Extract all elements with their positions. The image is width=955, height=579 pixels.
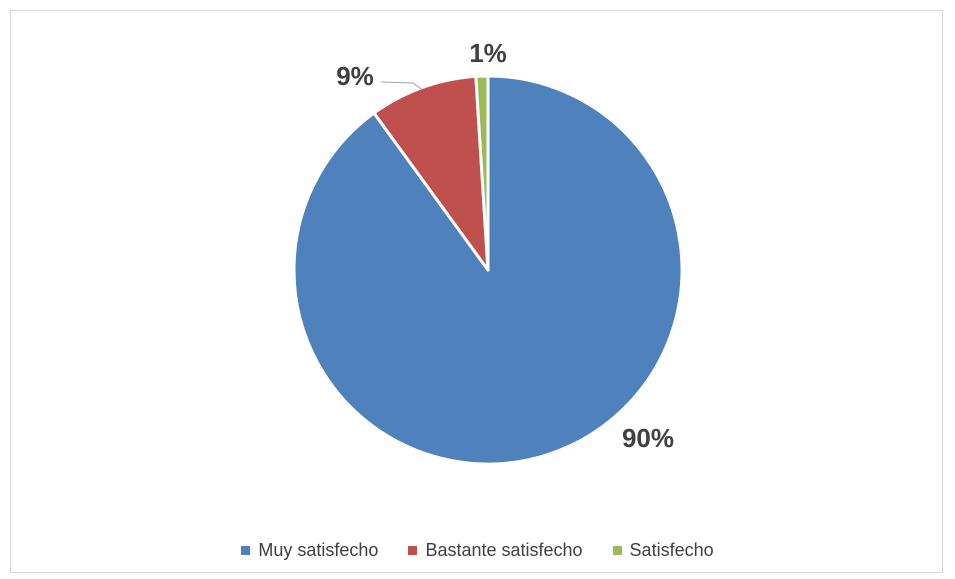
pie-slice-satisfecho [474,74,490,272]
legend-swatch-muy-satisfecho [241,545,251,555]
legend-label-muy-satisfecho: Muy satisfecho [258,539,379,560]
leader-line-bastante-satisfecho [380,81,423,90]
data-label-satisfecho: 1% [469,38,507,68]
legend: Muy satisfecho Bastante satisfecho Satis… [0,536,955,564]
data-label-muy-satisfecho: 90% [622,423,674,453]
pie-slice-bastante-satisfecho [372,74,490,272]
legend-label-bastante-satisfecho: Bastante satisfecho [425,539,583,560]
legend-item-muy-satisfecho: Muy satisfecho [241,540,378,561]
legend-item-bastante-satisfecho: Bastante satisfecho [408,539,583,561]
legend-item-satisfecho: Satisfecho [612,539,714,561]
legend-swatch-satisfecho [612,545,622,555]
leader-lines [380,81,423,90]
pie-slices [292,74,684,466]
legend-label-satisfecho: Satisfecho [629,539,714,560]
data-label-bastante-satisfecho: 9% [336,61,374,91]
legend-swatch-bastante-satisfecho [408,545,418,555]
data-labels: 90% 9% 1% [336,38,674,453]
